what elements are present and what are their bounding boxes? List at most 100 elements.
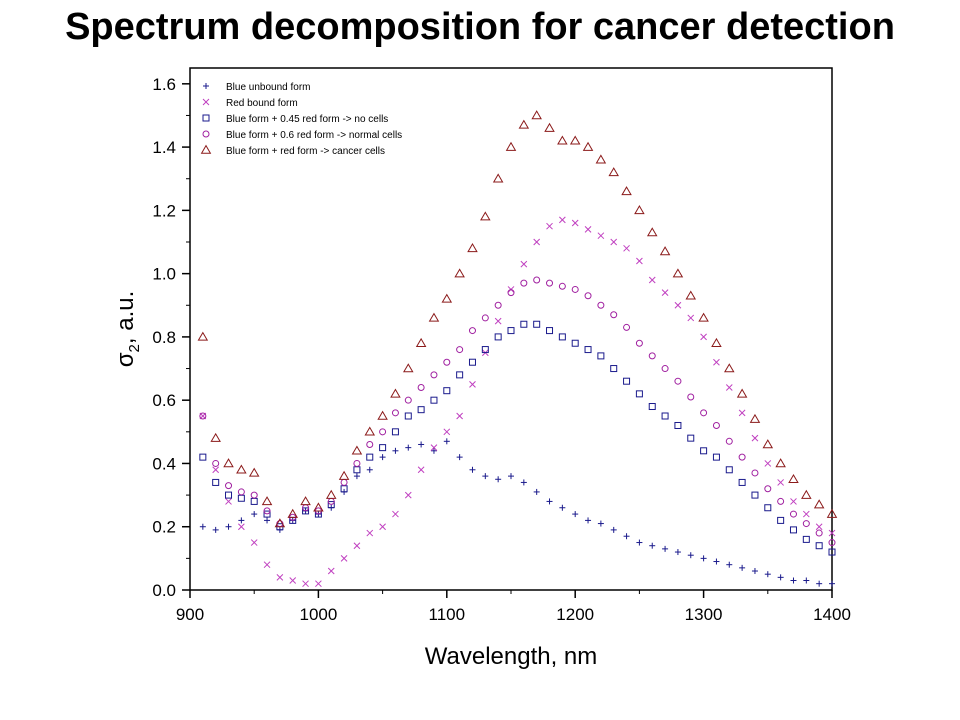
data-point <box>430 447 437 454</box>
data-point <box>353 473 360 480</box>
data-point <box>584 225 592 233</box>
data-point <box>829 580 835 587</box>
data-point <box>351 445 363 455</box>
y-tick-label: 1.0 <box>152 265 176 284</box>
data-point <box>826 508 838 518</box>
data-point <box>738 409 746 417</box>
data-point <box>417 384 425 392</box>
data-point <box>764 504 772 512</box>
data-point <box>789 510 797 518</box>
data-point <box>212 526 219 533</box>
data-point <box>661 289 669 296</box>
data-point <box>482 473 489 480</box>
data-point <box>674 549 681 556</box>
data-point <box>687 393 695 401</box>
data-point <box>338 470 350 480</box>
data-point <box>302 580 309 588</box>
data-point <box>610 526 617 533</box>
data-point <box>276 573 284 581</box>
legend-item: Red bound form <box>202 98 298 109</box>
data-point <box>621 186 632 196</box>
data-point <box>531 110 542 120</box>
data-point <box>648 403 656 411</box>
y-tick-label: 0.2 <box>152 518 176 537</box>
x-tick-label: 1200 <box>556 605 594 624</box>
data-point <box>379 444 387 452</box>
data-point <box>391 409 399 417</box>
data-point <box>225 491 233 499</box>
y-axis-unit: , a.u. <box>112 291 139 344</box>
data-point <box>223 458 234 468</box>
data-point <box>725 437 733 445</box>
data-point <box>212 466 220 474</box>
y-axis-subscript: 2 <box>126 344 143 352</box>
data-point <box>687 314 695 322</box>
data-point <box>520 260 528 268</box>
data-point <box>738 478 746 486</box>
data-point <box>790 498 797 505</box>
data-point <box>636 257 643 265</box>
data-point <box>713 358 720 366</box>
data-point <box>404 396 412 404</box>
legend-marker <box>202 98 210 106</box>
data-point <box>777 497 785 505</box>
data-point <box>325 489 337 499</box>
y-tick-label: 1.2 <box>152 201 176 220</box>
y-axis-title: σ2, a.u. <box>112 291 143 368</box>
y-tick-label: 1.6 <box>152 75 176 94</box>
data-point <box>353 466 361 474</box>
data-point <box>443 438 450 445</box>
chart-marks <box>197 110 838 588</box>
data-point <box>815 542 823 550</box>
data-point <box>392 510 399 518</box>
data-point <box>533 238 541 246</box>
data-point <box>379 454 386 461</box>
data-point <box>302 507 310 515</box>
data-point <box>610 365 618 373</box>
data-point <box>415 337 427 347</box>
data-point <box>456 346 464 354</box>
data-point <box>468 358 476 366</box>
series-1 <box>199 438 835 587</box>
data-point <box>610 238 618 246</box>
data-point <box>236 464 247 474</box>
data-point <box>494 301 502 309</box>
data-point <box>237 494 245 502</box>
data-point <box>558 333 566 341</box>
data-point <box>661 412 669 420</box>
legend-label: Blue form + red form -> cancer cells <box>226 146 385 157</box>
data-point <box>803 577 810 584</box>
data-point <box>597 301 605 309</box>
data-point <box>751 491 759 499</box>
data-point <box>649 542 656 549</box>
data-point <box>197 331 209 341</box>
data-point <box>711 337 722 347</box>
y-tick-label: 0.0 <box>152 581 176 600</box>
y-tick-label: 0.8 <box>152 328 176 347</box>
data-point <box>764 485 772 493</box>
data-point <box>518 119 530 129</box>
x-tick-label: 1100 <box>429 605 466 624</box>
data-point <box>469 381 476 388</box>
page-title: Spectrum decomposition for cancer detect… <box>65 6 895 48</box>
data-point <box>379 523 386 531</box>
data-point <box>366 440 374 448</box>
data-point <box>353 459 361 467</box>
legend-marker <box>202 114 210 122</box>
data-point <box>712 453 720 461</box>
data-point <box>775 458 786 468</box>
data-point <box>353 542 361 550</box>
data-point <box>788 473 799 484</box>
legend-item: Blue form + 0.45 red form -> no cells <box>202 114 388 125</box>
data-point <box>287 508 298 518</box>
data-point <box>456 454 463 461</box>
data-point <box>443 358 451 366</box>
data-point <box>559 216 566 224</box>
data-point <box>340 555 348 562</box>
data-point <box>595 154 607 164</box>
data-point <box>468 327 476 335</box>
x-tick-label: 1000 <box>299 605 337 624</box>
data-point <box>724 363 735 373</box>
data-point <box>646 227 658 237</box>
